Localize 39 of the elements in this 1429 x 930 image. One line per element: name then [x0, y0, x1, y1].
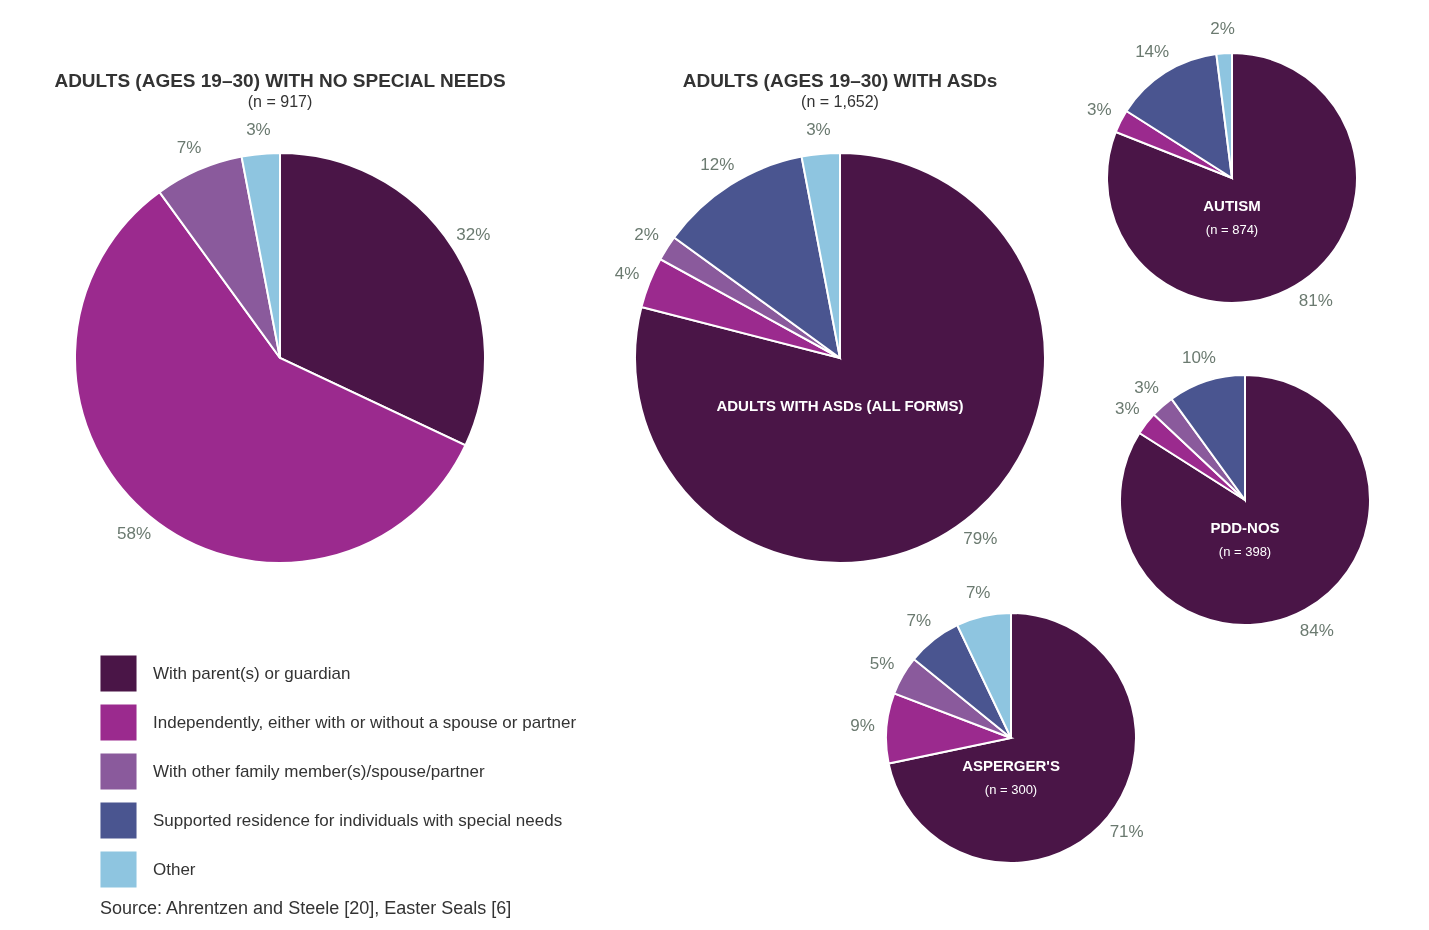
legend-label: With parent(s) or guardian: [153, 663, 351, 683]
data-label: 71%: [1109, 821, 1144, 841]
data-label: 84%: [1299, 620, 1334, 640]
data-label: 7%: [176, 137, 202, 157]
data-label: 14%: [1135, 42, 1170, 62]
data-label: 7%: [965, 582, 991, 602]
text: (n = 398): [1218, 544, 1272, 559]
chart-subtitle: (n = 1,652): [801, 93, 879, 110]
data-label: 2%: [634, 225, 659, 245]
legend-label: Supported residence for individuals with special needs: [153, 810, 563, 830]
text: PDD-NOS: [1210, 519, 1280, 536]
data-label: 3%: [246, 120, 271, 140]
data-label: 3%: [1134, 378, 1159, 398]
text: ADULTS WITH ASDs (ALL FORMS): [716, 397, 964, 414]
data-label: 79%: [963, 528, 998, 548]
text: AUTISM: [1203, 197, 1261, 214]
legend-label: With other family member(s)/spouse/partner: [153, 761, 485, 781]
text: (n = 300): [984, 782, 1038, 797]
data-label: 3%: [806, 120, 831, 140]
data-label: 5%: [869, 653, 895, 673]
data-label: 58%: [117, 524, 152, 544]
data-label: 7%: [906, 610, 932, 630]
data-label: 32%: [456, 225, 491, 245]
text: ASPERGER'S: [962, 757, 1060, 774]
data-label: 81%: [1298, 291, 1333, 311]
data-label: 9%: [850, 716, 875, 736]
chart-title: ADULTS (AGES 19–30) WITH ASDs: [682, 70, 998, 91]
chart-title: ADULTS (AGES 19–30) WITH NO SPECIAL NEEDS: [54, 70, 506, 91]
data-label: 12%: [700, 154, 735, 174]
legend-label: Other: [153, 859, 196, 879]
data-label: 2%: [1210, 19, 1235, 39]
data-label: 3%: [1086, 100, 1112, 120]
data-label: 4%: [614, 263, 640, 283]
legend-label: Independently, either with or without a spouse or partner: [153, 712, 577, 732]
chart-subtitle: (n = 917): [247, 93, 313, 110]
data-label: 10%: [1181, 348, 1216, 368]
source-note: Source: Ahrentzen and Steele [20], Easter Seals [6]: [100, 898, 512, 919]
text: (n = 874): [1205, 222, 1259, 237]
data-label: 3%: [1114, 398, 1140, 418]
